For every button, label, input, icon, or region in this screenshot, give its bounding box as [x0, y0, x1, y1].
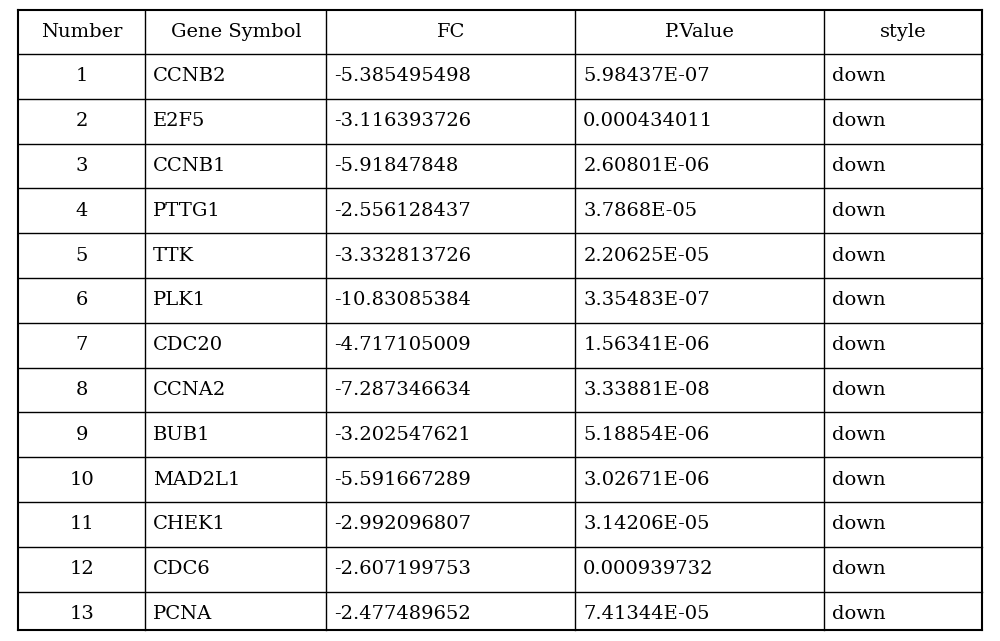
Text: CCNA2: CCNA2: [153, 381, 226, 399]
Text: 2.60801E-06: 2.60801E-06: [583, 157, 710, 175]
Text: 2: 2: [75, 112, 88, 130]
Text: 5.18854E-06: 5.18854E-06: [583, 426, 710, 444]
Text: -5.385495498: -5.385495498: [334, 67, 471, 85]
Text: down: down: [832, 202, 886, 220]
Text: -5.591667289: -5.591667289: [334, 470, 471, 488]
Text: -2.556128437: -2.556128437: [334, 202, 471, 220]
Text: 6: 6: [75, 292, 88, 310]
Text: 2.20625E-05: 2.20625E-05: [583, 247, 710, 265]
Text: 10: 10: [69, 470, 94, 488]
Text: 3: 3: [75, 157, 88, 175]
Text: CDC20: CDC20: [153, 336, 223, 354]
Text: -7.287346634: -7.287346634: [334, 381, 471, 399]
Text: BUB1: BUB1: [153, 426, 211, 444]
Text: 3.14206E-05: 3.14206E-05: [583, 515, 710, 533]
Text: 9: 9: [75, 426, 88, 444]
Text: down: down: [832, 560, 886, 578]
Text: down: down: [832, 157, 886, 175]
Text: down: down: [832, 292, 886, 310]
Text: style: style: [880, 23, 926, 41]
Text: -4.717105009: -4.717105009: [334, 336, 471, 354]
Text: 8: 8: [75, 381, 88, 399]
Text: P.Value: P.Value: [665, 23, 734, 41]
Text: 13: 13: [69, 605, 94, 623]
Text: Number: Number: [41, 23, 122, 41]
Text: down: down: [832, 470, 886, 488]
Text: down: down: [832, 515, 886, 533]
Text: 7.41344E-05: 7.41344E-05: [583, 605, 710, 623]
Text: Gene Symbol: Gene Symbol: [171, 23, 301, 41]
Text: PTTG1: PTTG1: [153, 202, 221, 220]
Text: 0.000939732: 0.000939732: [583, 560, 714, 578]
Text: down: down: [832, 247, 886, 265]
Text: 1.56341E-06: 1.56341E-06: [583, 336, 710, 354]
Text: PCNA: PCNA: [153, 605, 212, 623]
Text: 11: 11: [69, 515, 94, 533]
Text: down: down: [832, 336, 886, 354]
Text: 0.000434011: 0.000434011: [583, 112, 713, 130]
Text: -5.91847848: -5.91847848: [334, 157, 459, 175]
Text: -2.477489652: -2.477489652: [334, 605, 471, 623]
Text: FC: FC: [437, 23, 465, 41]
Text: -10.83085384: -10.83085384: [334, 292, 471, 310]
Text: 12: 12: [69, 560, 94, 578]
Text: down: down: [832, 426, 886, 444]
Text: 3.02671E-06: 3.02671E-06: [583, 470, 710, 488]
Text: MAD2L1: MAD2L1: [153, 470, 241, 488]
Text: 3.35483E-07: 3.35483E-07: [583, 292, 710, 310]
Text: CCNB2: CCNB2: [153, 67, 227, 85]
Text: PLK1: PLK1: [153, 292, 206, 310]
Text: -2.992096807: -2.992096807: [334, 515, 471, 533]
Text: -3.116393726: -3.116393726: [334, 112, 472, 130]
Text: down: down: [832, 605, 886, 623]
Text: 1: 1: [75, 67, 88, 85]
Text: down: down: [832, 112, 886, 130]
Text: 5: 5: [75, 247, 88, 265]
Text: E2F5: E2F5: [153, 112, 206, 130]
Text: -3.202547621: -3.202547621: [334, 426, 471, 444]
Text: 3.7868E-05: 3.7868E-05: [583, 202, 697, 220]
Text: -2.607199753: -2.607199753: [334, 560, 471, 578]
Text: down: down: [832, 67, 886, 85]
Text: 5.98437E-07: 5.98437E-07: [583, 67, 710, 85]
Text: CDC6: CDC6: [153, 560, 211, 578]
Text: TTK: TTK: [153, 247, 194, 265]
Text: down: down: [832, 381, 886, 399]
Text: -3.332813726: -3.332813726: [334, 247, 472, 265]
Text: 7: 7: [75, 336, 88, 354]
Text: CHEK1: CHEK1: [153, 515, 226, 533]
Text: 3.33881E-08: 3.33881E-08: [583, 381, 710, 399]
Text: CCNB1: CCNB1: [153, 157, 227, 175]
Text: 4: 4: [75, 202, 88, 220]
